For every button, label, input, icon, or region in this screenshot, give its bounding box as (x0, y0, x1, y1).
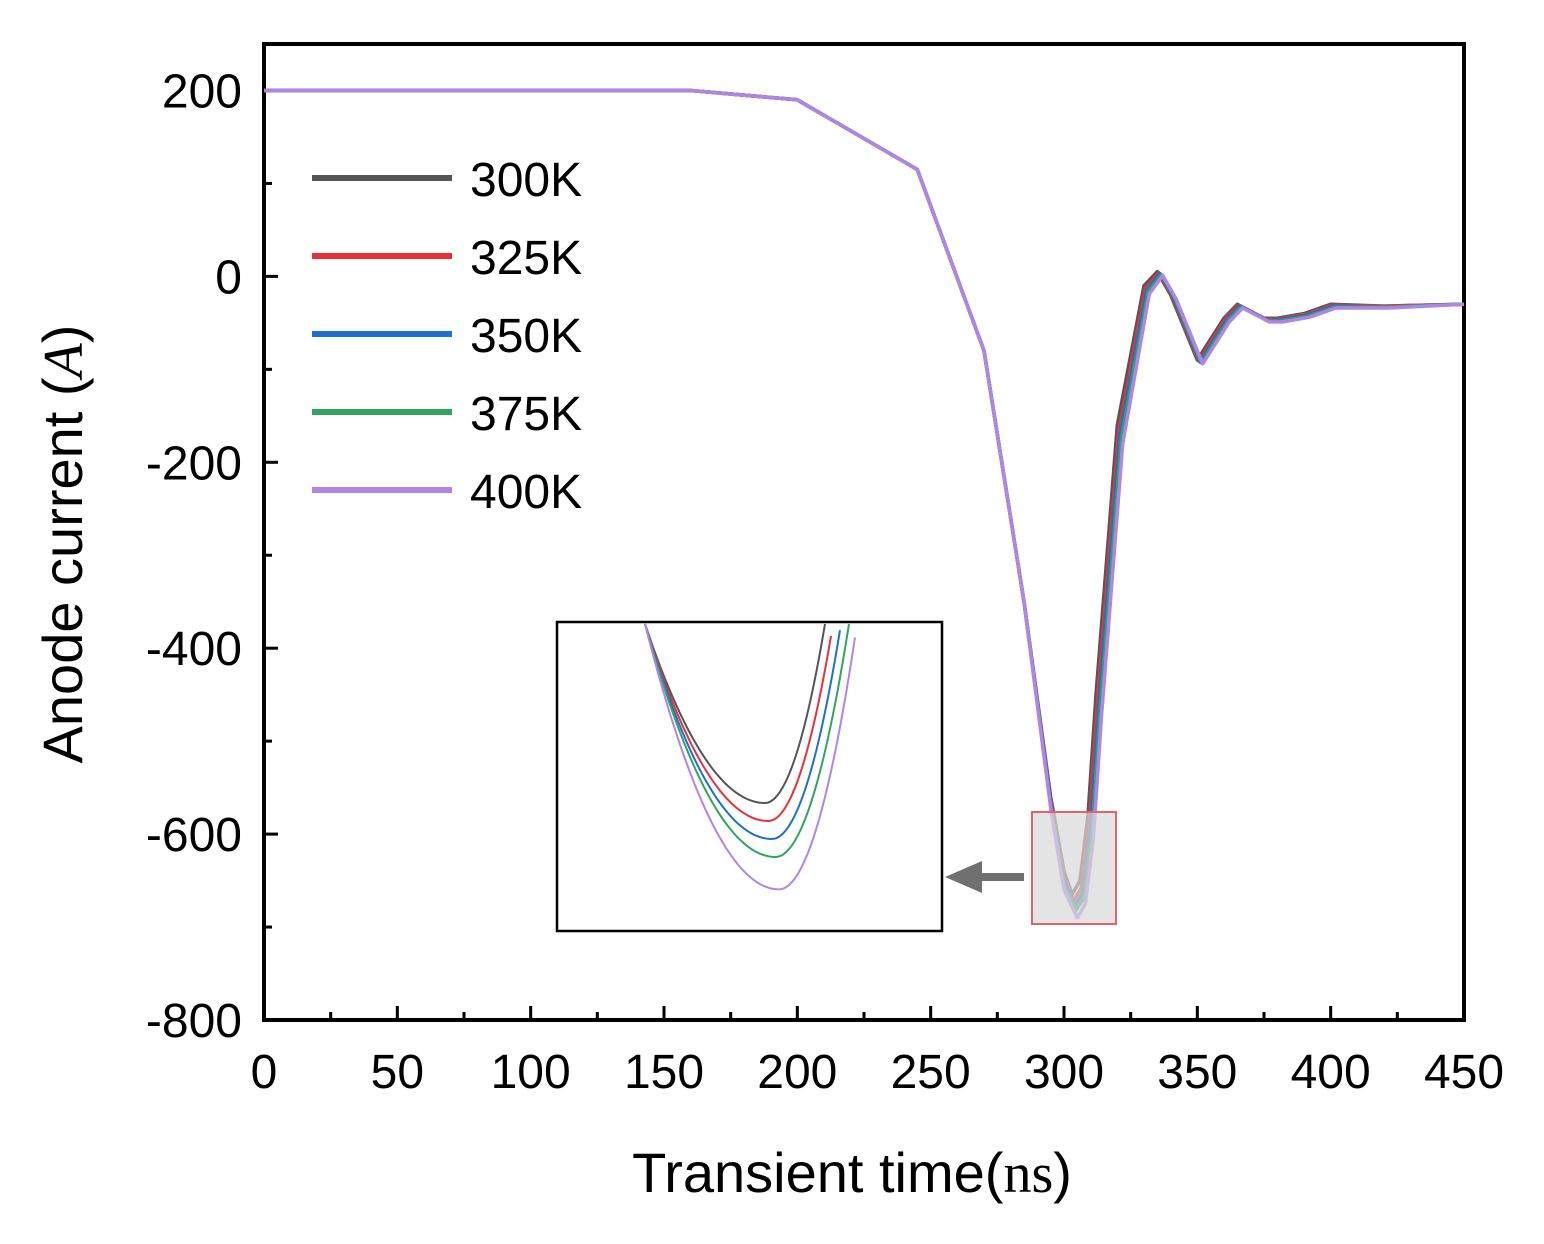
x-tick-label: 50 (371, 1046, 424, 1099)
zoom-highlight-box (1031, 811, 1117, 925)
y-tick-label: -800 (146, 995, 242, 1048)
y-tick-label: -600 (146, 809, 242, 862)
axis-tick-labels: 0 50 100 150 200 250 300 350 400 450 -800 -600 -400 -… (146, 65, 1504, 1099)
legend-label-300K: 300K (470, 154, 582, 207)
y-tick-label: -200 (146, 437, 242, 490)
x-tick-label: 100 (491, 1046, 571, 1099)
x-axis-title: Transient time(ns) (632, 1141, 1072, 1205)
x-tick-label: 150 (624, 1046, 704, 1099)
inset-arrow (945, 861, 1024, 893)
x-tick-label: 250 (891, 1046, 971, 1099)
y-tick-label: -400 (146, 623, 242, 676)
inset-curves (644, 623, 856, 891)
x-tick-label: 200 (757, 1046, 837, 1099)
inset-curve-300K (644, 623, 826, 805)
legend-label-400K: 400K (470, 466, 582, 519)
inset-frame (555, 620, 944, 933)
legend-label-325K: 325K (470, 232, 582, 285)
y-tick-label: 0 (215, 251, 242, 304)
x-tick-label: 0 (251, 1046, 278, 1099)
legend-label-350K: 350K (470, 310, 582, 363)
legend: 300K 325K 350K 375K 400K (312, 154, 582, 519)
inset-curve-400K (644, 623, 856, 891)
series-line-400K (264, 88, 1465, 920)
series-lines (264, 88, 1465, 920)
axis-ticks (262, 88, 1466, 1022)
y-tick-label: 200 (162, 65, 242, 118)
y-axis-title: Anode current (A) (31, 325, 95, 764)
legend-label-375K: 375K (470, 388, 582, 441)
x-tick-label: 350 (1157, 1046, 1237, 1099)
inset-curve-350K (644, 623, 841, 841)
inset-curve-375K (644, 623, 850, 859)
x-tick-label: 400 (1291, 1046, 1371, 1099)
x-tick-label: 450 (1424, 1046, 1504, 1099)
inset-curve-325K (644, 623, 832, 823)
x-tick-label: 300 (1024, 1046, 1104, 1099)
